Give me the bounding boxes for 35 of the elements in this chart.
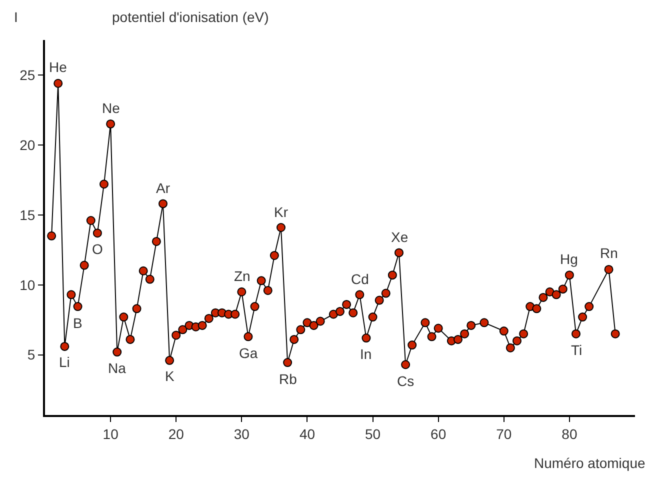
annotation: Ar bbox=[156, 180, 170, 196]
x-tick-label: 70 bbox=[496, 426, 512, 442]
x-tick-label: 20 bbox=[168, 426, 184, 442]
y-tick-label: 5 bbox=[27, 346, 36, 363]
x-tick-label: 50 bbox=[364, 426, 381, 442]
annotation: Ti bbox=[571, 342, 582, 358]
annotation: Xe bbox=[391, 229, 408, 245]
y-tick-label: 25 bbox=[20, 66, 36, 83]
annotation: Cs bbox=[397, 373, 414, 389]
annotation: Hg bbox=[560, 251, 578, 267]
annotation: He bbox=[49, 59, 68, 75]
text: I bbox=[14, 9, 18, 25]
y-tick-label: 20 bbox=[20, 136, 36, 153]
annotation: Na bbox=[108, 360, 126, 376]
annotation: Cd bbox=[351, 271, 369, 287]
x-tick-label: 10 bbox=[102, 426, 119, 442]
annotation: Rb bbox=[279, 371, 298, 387]
y-tick-label: 10 bbox=[20, 276, 36, 293]
x-axis-title: Numéro atomique bbox=[534, 455, 646, 471]
x-tick-label: 60 bbox=[430, 426, 446, 442]
x-tick-label: 80 bbox=[562, 426, 578, 442]
annotation: Ga bbox=[239, 345, 258, 361]
annotation: Kr bbox=[274, 204, 288, 220]
annotation: O bbox=[92, 241, 103, 257]
annotation: K bbox=[165, 368, 175, 384]
annotation: Rn bbox=[600, 245, 618, 261]
y-axis-title: potentiel d'ionisation (eV) bbox=[112, 9, 269, 25]
annotation: Ne bbox=[102, 100, 120, 116]
annotation: In bbox=[360, 346, 372, 362]
x-tick-label: 40 bbox=[299, 426, 316, 442]
y-tick-label: 15 bbox=[20, 206, 36, 223]
x-tick-label: 30 bbox=[234, 426, 250, 442]
annotation: B bbox=[73, 315, 82, 331]
annotation: Li bbox=[59, 354, 70, 370]
annotation: Zn bbox=[234, 268, 250, 284]
